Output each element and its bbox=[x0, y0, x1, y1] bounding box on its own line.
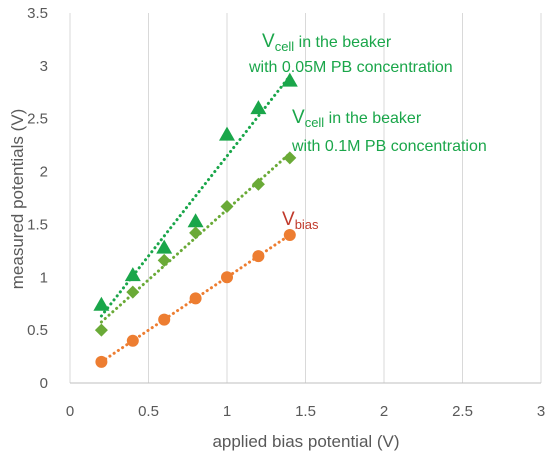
annotation-vcell-005-symbol: V bbox=[262, 31, 275, 52]
point-vbias-6 bbox=[283, 229, 296, 241]
x-tick-label-4: 2 bbox=[380, 403, 388, 420]
point-vbias-4 bbox=[221, 271, 233, 284]
x-tick-label-5: 2.5 bbox=[452, 403, 473, 420]
point-vcell_01-3 bbox=[189, 226, 203, 240]
annotation-vcell-005-subscript: cell bbox=[275, 39, 295, 54]
x-tick-label-1: 0.5 bbox=[138, 403, 159, 420]
point-vcell_005-2 bbox=[156, 239, 173, 254]
annotation-vcell-01-symbol: V bbox=[292, 107, 305, 128]
point-vcell_005-4 bbox=[219, 126, 235, 141]
y-tick-label-0: 0 bbox=[40, 375, 48, 392]
annotation-vbias-subscript: bias bbox=[295, 217, 319, 232]
data-points bbox=[93, 72, 298, 368]
point-vbias-5 bbox=[252, 250, 265, 263]
x-tick-label-6: 3 bbox=[537, 403, 545, 420]
x-tick-label-2: 1 bbox=[223, 403, 231, 420]
y-tick-label-3: 1.5 bbox=[27, 216, 48, 233]
point-vcell_01-4 bbox=[220, 199, 234, 213]
y-tick-label-1: 0.5 bbox=[27, 322, 48, 339]
point-vbias-2 bbox=[158, 313, 171, 326]
point-vbias-0 bbox=[95, 355, 108, 368]
y-tick-label-6: 3 bbox=[40, 58, 48, 75]
point-vbias-1 bbox=[126, 334, 139, 347]
y-tick-label-2: 1 bbox=[40, 269, 48, 286]
annotation-vcell-005-text: in the beaker bbox=[294, 34, 392, 51]
point-vcell_005-5 bbox=[250, 100, 267, 115]
annotation-vcell-01-subscript: cell bbox=[305, 115, 325, 130]
annotation-vcell-01-line2: with 0.1M PB concentration bbox=[291, 138, 487, 155]
point-vcell_01-2 bbox=[157, 253, 171, 267]
annotation-vcell-005-line2: with 0.05M PB concentration bbox=[248, 59, 453, 76]
point-vcell_005-1 bbox=[124, 267, 141, 282]
tick-labels: 0 0.5 1 1.5 2 2.5 3 0 0.5 1 1.5 2 2.5 3 3.5 bbox=[27, 5, 545, 420]
x-tick-label-0: 0 bbox=[66, 403, 74, 420]
y-tick-label-4: 2 bbox=[40, 164, 48, 181]
annotation-vcell-01-text: in the beaker bbox=[324, 110, 422, 127]
annotation-vcell-01-line1: Vcell in the beaker bbox=[292, 107, 422, 130]
point-vbias-3 bbox=[189, 292, 202, 305]
point-vcell_005-6 bbox=[281, 72, 298, 87]
x-tick-label-3: 1.5 bbox=[295, 403, 316, 420]
x-axis-title: applied bias potential (V) bbox=[212, 432, 399, 451]
grid-lines bbox=[69, 13, 542, 383]
point-vcell_01-6 bbox=[283, 151, 297, 165]
y-tick-label-5: 2.5 bbox=[27, 111, 48, 128]
point-vcell_01-5 bbox=[251, 177, 265, 191]
point-vcell_005-3 bbox=[187, 213, 204, 228]
point-vcell_01-0 bbox=[94, 323, 108, 337]
y-axis-title: measured potentials (V) bbox=[8, 109, 27, 289]
annotation-vbias-symbol: V bbox=[282, 209, 295, 230]
point-vcell_005-0 bbox=[93, 296, 110, 311]
point-vcell_01-1 bbox=[126, 285, 140, 299]
annotation-vbias: Vbias bbox=[282, 209, 319, 232]
y-tick-label-7: 3.5 bbox=[27, 5, 48, 22]
annotation-vcell-005-line1: Vcell in the beaker bbox=[262, 31, 392, 54]
